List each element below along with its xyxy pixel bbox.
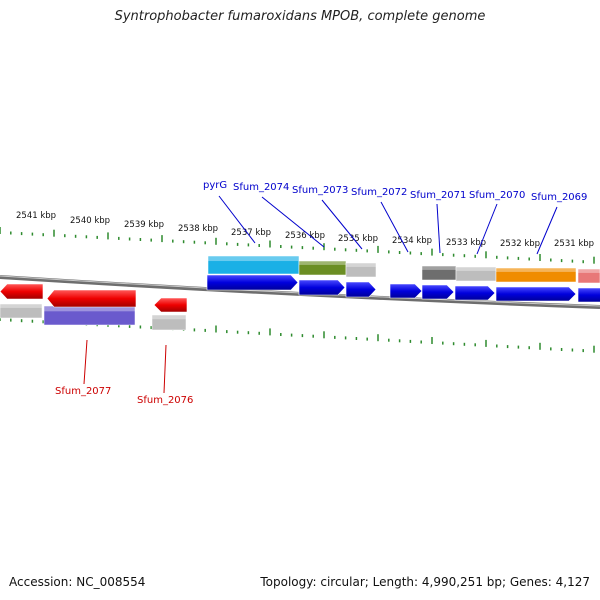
gene-label-Sfum_2069: Sfum_2069 <box>531 192 587 203</box>
ruler-label: 2532 kbp <box>500 239 540 249</box>
gene-label-Sfum_2076: Sfum_2076 <box>137 395 193 406</box>
ruler-ticks-lower <box>0 314 595 353</box>
Sfum_2076-gene-arrow <box>153 297 188 313</box>
Sfum_2071-gene-arrow <box>421 284 455 300</box>
ruler-label: 2539 kbp <box>124 220 164 230</box>
Sfum_2068-gene-arrow <box>577 287 600 303</box>
pyrG-gene-arrow <box>206 274 299 291</box>
ruler-label: 2534 kbp <box>392 236 432 246</box>
ruler-label: 2536 kbp <box>285 231 325 241</box>
gene-callout-line <box>321 199 363 250</box>
gene-callout-line <box>476 203 498 255</box>
Sfum_2073-cog-box <box>345 262 377 278</box>
pyrG-cog-box-shine <box>208 256 299 262</box>
gene-label-Sfum_2072: Sfum_2072 <box>351 187 407 198</box>
Sfum_2070-cog-box-shine <box>456 267 496 271</box>
Sfum_2077-cog-box-shine <box>44 306 135 312</box>
Sfum_2074-gene-arrow <box>298 279 346 296</box>
Sfum_2078-cog-box <box>0 303 43 319</box>
Sfum_2068-cog-box <box>577 268 600 284</box>
genome-summary: Topology: circular; Length: 4,990,251 bp… <box>260 575 590 589</box>
accession-label: Accession: NC_008554 <box>9 575 146 589</box>
ruler-label: 2537 kbp <box>231 228 271 238</box>
Sfum_2077-gene-arrow <box>46 289 137 308</box>
gene-callout-line <box>261 196 325 248</box>
Sfum_2069-cog-box <box>495 267 577 283</box>
Sfum_2070-gene-arrow <box>454 285 496 301</box>
gene-label-Sfum_2070: Sfum_2070 <box>469 190 525 201</box>
ruler-label: 2531 kbp <box>554 239 594 249</box>
gene-label-pyrG: pyrG <box>203 180 227 191</box>
gene-callout-line <box>536 206 558 255</box>
Sfum_2069-gene-arrow <box>495 286 577 302</box>
Sfum_2072-gene-arrow <box>389 283 423 299</box>
gene-callout-line <box>83 339 88 385</box>
gene-label-Sfum_2073: Sfum_2073 <box>292 185 348 196</box>
Sfum_2076-cog-box-shine <box>152 315 186 320</box>
gene-callout-line <box>218 195 256 244</box>
Sfum_2073-gene-arrow <box>345 281 377 298</box>
gene-callout-line <box>436 203 441 254</box>
ruler-ticks-upper <box>0 227 595 264</box>
Sfum_2071-cog-box-shine <box>422 266 456 270</box>
ruler-label: 2540 kbp <box>70 216 110 226</box>
Sfum_2076-cog-box <box>151 314 187 331</box>
Sfum_2074-cog-box-shine <box>299 261 346 265</box>
Sfum_2069-cog-box-shine <box>496 268 576 272</box>
gene-callout-line <box>163 344 167 394</box>
ruler-label: 2541 kbp <box>16 211 56 221</box>
gene-label-Sfum_2071: Sfum_2071 <box>410 190 466 201</box>
gene-label-Sfum_2074: Sfum_2074 <box>233 182 289 193</box>
Sfum_2073-cog-box-shine <box>346 263 376 267</box>
ruler-label: 2538 kbp <box>178 224 218 234</box>
ruler-label: 2533 kbp <box>446 238 486 248</box>
Sfum_2078-gene-arrow <box>0 283 44 300</box>
gene-label-Sfum_2077: Sfum_2077 <box>55 386 111 397</box>
map-title: Syntrophobacter fumaroxidans MPOB, compl… <box>114 9 486 24</box>
ruler-label: 2535 kbp <box>338 234 378 244</box>
Sfum_2068-cog-box-shine <box>578 269 600 273</box>
Sfum_2078-cog-box-shine <box>0 304 42 308</box>
gene-callout-line <box>380 201 409 253</box>
